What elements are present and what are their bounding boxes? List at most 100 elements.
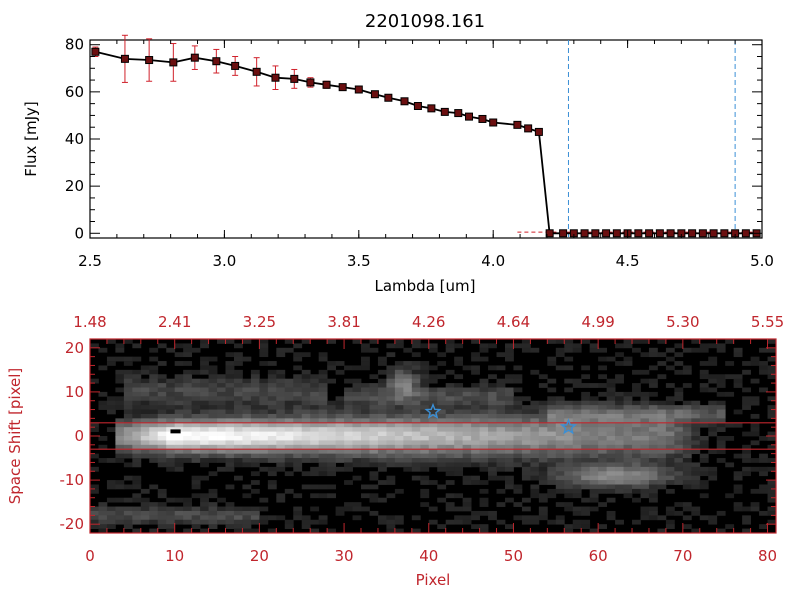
heatmap-cell <box>547 440 557 446</box>
heatmap-cell <box>115 453 125 459</box>
heatmap-cell <box>140 365 150 371</box>
heatmap-cell <box>623 391 633 397</box>
heatmap-cell <box>335 409 345 415</box>
heatmap-cell <box>733 374 743 380</box>
heatmap-cell <box>504 343 514 349</box>
heatmap-cell <box>233 409 243 415</box>
heatmap-cell <box>284 339 294 344</box>
heatmap-cell <box>598 458 608 463</box>
heatmap-cell <box>174 515 184 521</box>
heatmap-cell <box>301 409 311 415</box>
heatmap-cell <box>403 391 413 397</box>
heatmap-cell <box>352 378 362 384</box>
heatmap-cell <box>403 361 413 366</box>
heatmap-cell <box>411 413 421 419</box>
heatmap-cell <box>665 444 675 450</box>
heatmap-cell <box>708 519 718 525</box>
heatmap-cell <box>183 528 193 534</box>
heatmap-cell <box>276 369 286 375</box>
heatmap-cell <box>284 440 294 446</box>
heatmap-cell <box>233 352 243 358</box>
heatmap-cell <box>479 488 489 494</box>
heatmap-cell <box>615 480 624 485</box>
heatmap-cell <box>183 431 193 437</box>
heatmap-cell <box>648 480 658 485</box>
heatmap-cell <box>200 387 209 393</box>
heatmap-cell <box>267 369 277 375</box>
heatmap-cell <box>564 502 574 507</box>
heatmap-cell <box>682 418 692 424</box>
heatmap-cell <box>547 418 557 424</box>
heatmap-cell <box>200 506 209 512</box>
heatmap-cell <box>318 436 328 441</box>
heatmap-cell <box>454 431 464 437</box>
heatmap-cell <box>750 400 760 406</box>
heatmap-cell <box>208 449 218 455</box>
heatmap-cell <box>759 387 768 393</box>
heatmap-cell <box>377 356 387 362</box>
heatmap-cell <box>276 427 286 432</box>
heatmap-cell <box>691 431 701 437</box>
heatmap-cell <box>183 418 193 424</box>
heatmap-cell <box>437 361 447 366</box>
heatmap-cell <box>615 462 624 468</box>
heatmap-cell <box>581 405 591 410</box>
heatmap-cell <box>589 475 599 481</box>
shift-tick-label: -10 <box>60 471 85 489</box>
heatmap-cell <box>284 519 294 525</box>
heatmap-cell <box>250 396 260 402</box>
heatmap-cell <box>301 400 311 406</box>
heatmap-cell <box>310 436 320 441</box>
heatmap-cell <box>471 524 480 529</box>
heatmap-cell <box>674 343 684 349</box>
heatmap-cell <box>504 413 514 419</box>
heatmap-cell <box>327 405 337 410</box>
heatmap-cell <box>174 506 184 512</box>
heatmap-cell <box>564 347 574 353</box>
heatmap-cell <box>217 431 226 437</box>
heatmap-cell <box>174 378 184 384</box>
heatmap-cell <box>123 510 133 516</box>
heatmap-cell <box>174 462 184 468</box>
x-tick-label: 4.0 <box>481 252 505 270</box>
heatmap-cell <box>606 466 616 472</box>
heatmap-cell <box>682 409 692 415</box>
heatmap-cell <box>767 484 777 490</box>
heatmap-cell <box>276 347 286 353</box>
heatmap-cell <box>157 502 167 507</box>
x-axis-label: Lambda [um] <box>375 277 476 295</box>
heatmap-cell <box>682 422 692 428</box>
heatmap-cell <box>149 528 159 534</box>
heatmap-cell <box>682 427 692 432</box>
heatmap-cell <box>564 431 574 437</box>
heatmap-cell <box>157 361 167 366</box>
heatmap-cell <box>132 462 142 468</box>
heatmap-cell <box>640 369 650 375</box>
heatmap-cell <box>225 440 235 446</box>
heatmap-cell <box>742 431 751 437</box>
heatmap-cell <box>411 378 421 384</box>
heatmap-cell <box>369 391 379 397</box>
heatmap-cell <box>767 510 777 516</box>
heatmap-cell <box>691 528 701 534</box>
heatmap-cell <box>699 343 709 349</box>
heatmap-cell <box>674 413 684 419</box>
heatmap-cell <box>403 400 413 406</box>
heatmap-cell <box>615 436 624 441</box>
wavelength-tick-label: 4.99 <box>581 313 614 331</box>
heatmap-cell <box>691 413 701 419</box>
heatmap-cell <box>547 444 557 450</box>
heatmap-cell <box>555 400 565 406</box>
heatmap-cell <box>581 519 591 525</box>
heatmap-cell <box>183 519 193 525</box>
heatmap-cell <box>674 471 684 477</box>
heatmap-cell <box>208 506 218 512</box>
heatmap-cell <box>267 387 277 393</box>
heatmap-cell <box>657 413 667 419</box>
heatmap-cell <box>521 497 531 503</box>
spectral-image-plot: 0 10 20 30 40 50 60 70 80 1.48 2.41 3.25 3.81 4.26 4.… <box>6 313 784 589</box>
data-point <box>384 93 393 102</box>
heatmap-cell <box>420 431 430 437</box>
heatmap-cell <box>530 427 540 432</box>
heatmap-cell <box>335 506 345 512</box>
